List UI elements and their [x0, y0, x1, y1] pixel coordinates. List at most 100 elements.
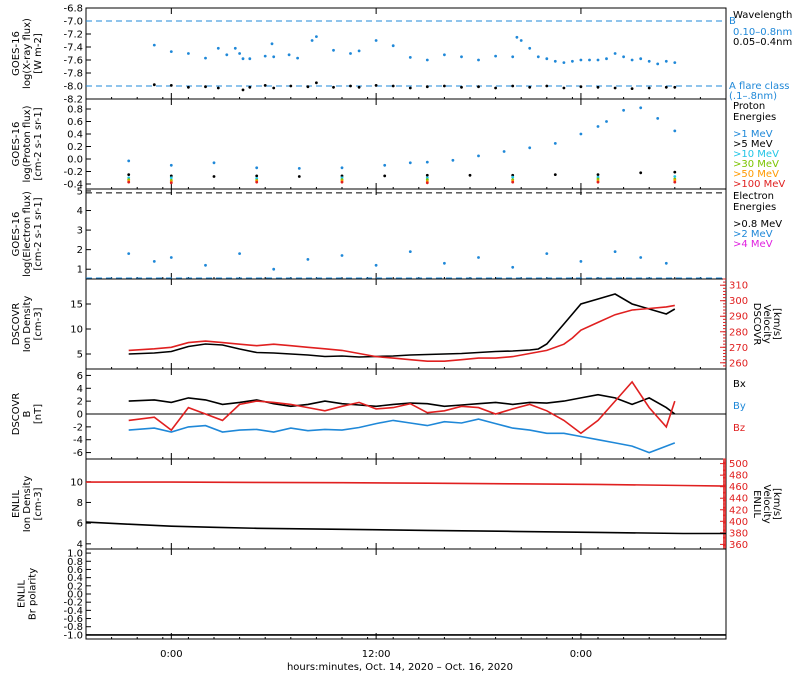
y-axis-label: Ion Density: [22, 296, 33, 353]
legend-item: >50 MeV: [733, 169, 779, 180]
y-axis-label: log(Electron flux): [22, 191, 33, 277]
right-y-axis-label: Velocity: [761, 304, 772, 343]
data-point: [391, 84, 395, 88]
data-point: [357, 85, 361, 89]
data-point: [639, 171, 643, 175]
data-point: [212, 175, 216, 178]
data-point: [238, 52, 242, 55]
data-point: [263, 84, 267, 87]
series-line-By: [128, 418, 676, 454]
data-point: [545, 252, 549, 256]
y-tick-label: 4: [77, 539, 83, 550]
y-tick-label: 0.4: [67, 130, 83, 141]
y-axis-label: ENLIL: [17, 580, 28, 608]
y-axis-label: [cm-3]: [33, 487, 44, 520]
y-tick-label: -8.0: [63, 82, 83, 93]
data-point: [613, 86, 617, 90]
y-tick-label: -7.6: [63, 56, 83, 67]
data-point: [383, 174, 387, 178]
plot-frame: [85, 7, 727, 100]
legend-title: Wavelength: [733, 10, 792, 21]
data-point: [374, 263, 378, 267]
y-tick-label: 3: [77, 226, 83, 237]
x-tick-label: 12:00: [362, 649, 391, 660]
data-point: [673, 170, 677, 174]
right-y-tick-label: 460: [729, 482, 748, 493]
y-axis-label: [cm-3]: [33, 307, 44, 340]
right-y-tick-label: 500: [729, 459, 748, 470]
data-point: [579, 132, 583, 136]
data-point: [664, 85, 668, 89]
y-tick-label: 6: [77, 371, 83, 382]
series-4: [127, 178, 677, 183]
data-point: [519, 39, 523, 42]
data-point: [605, 57, 608, 61]
data-point: [468, 173, 472, 177]
data-point: [152, 83, 156, 87]
data-point: [673, 129, 677, 133]
legend-item: Bx: [733, 379, 746, 390]
y-tick-label: -7.8: [63, 69, 83, 80]
data-point: [306, 85, 310, 89]
right-y-axis-label: [km/s]: [771, 308, 782, 340]
data-point: [127, 180, 131, 184]
data-point: [169, 256, 173, 259]
right-y-tick-label: 290: [729, 312, 748, 323]
series-line-density: [128, 293, 676, 358]
legend-title: Proton: [733, 101, 765, 112]
right-y-axis-label: DSCOVR: [751, 303, 762, 346]
data-point: [673, 85, 677, 89]
data-point: [233, 46, 237, 50]
data-point: [460, 55, 463, 59]
data-point: [596, 85, 600, 89]
legend-item: >5 MeV: [733, 139, 773, 150]
panel-proton: 0.80.6 0.40.2 0.0-0.2 -0.4 GOES-16 log(Proton…: [11, 98, 785, 191]
right-y-tick-label: 420: [729, 505, 748, 516]
series-0: [127, 106, 677, 170]
data-point: [460, 85, 463, 89]
legend-title: Energies: [733, 202, 776, 213]
flare-class-label: B: [729, 16, 736, 27]
data-point: [169, 50, 173, 53]
right-y-tick-label: 440: [729, 494, 748, 505]
data-point: [204, 85, 207, 89]
data-point: [630, 58, 634, 62]
data-point: [536, 55, 540, 59]
data-point: [241, 57, 245, 61]
y-tick-label: 4: [77, 206, 83, 217]
data-point: [357, 49, 361, 53]
data-point: [408, 86, 412, 90]
y-tick-label: 0: [77, 410, 83, 421]
legend-item: >2 MeV: [733, 229, 773, 240]
data-point: [545, 84, 549, 88]
y-axis-label: DSCOVR: [11, 393, 22, 436]
data-point: [349, 52, 352, 55]
series-1: [152, 81, 677, 92]
y-tick-label: -0.6: [63, 614, 83, 625]
data-point: [502, 150, 506, 153]
data-point: [383, 163, 387, 167]
data-point: [553, 59, 557, 63]
right-y-tick-label: 300: [729, 296, 748, 307]
data-point: [241, 88, 245, 92]
y-tick-label: -0.8: [63, 622, 83, 633]
data-point: [408, 161, 412, 165]
data-point: [588, 58, 591, 62]
data-point: [272, 267, 276, 271]
data-point: [127, 252, 131, 256]
y-axis-label: [W m-2]: [33, 33, 44, 74]
y-tick-label: -6: [73, 448, 83, 459]
data-point: [673, 175, 677, 178]
data-point: [656, 62, 660, 66]
y-axis-label: [cm-2 s-1 sr-1]: [33, 107, 44, 180]
legend-item: >100 MeV: [733, 179, 785, 190]
right-y-tick-label: 480: [729, 471, 748, 482]
data-point: [169, 176, 173, 180]
right-y-axis-label: Velocity: [761, 484, 772, 523]
y-tick-label: 5: [77, 350, 83, 361]
data-point: [306, 258, 310, 261]
data-point: [408, 56, 412, 59]
